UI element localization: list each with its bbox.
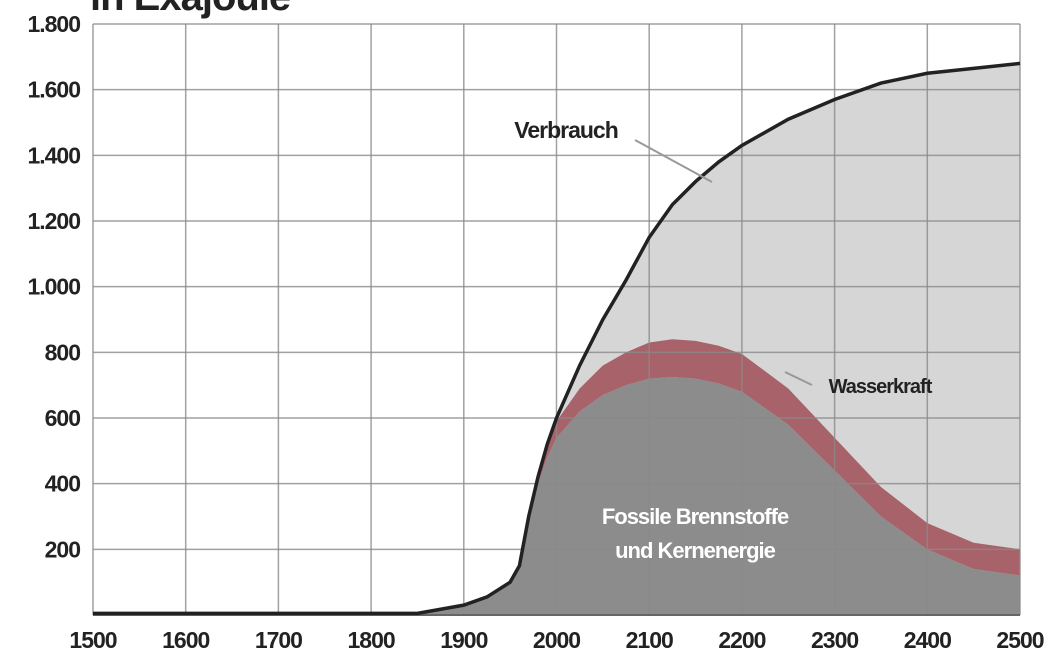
leader-line [634, 139, 713, 183]
y-tick-label: 1.000 [27, 274, 80, 300]
series-label: Verbrauch [514, 117, 618, 143]
hydro-area [93, 339, 1020, 614]
x-tick-label: 2000 [533, 627, 580, 653]
x-tick-label: 2400 [904, 627, 951, 653]
series-label: Wasserkraft [829, 376, 933, 398]
y-tick-label: 1.600 [27, 77, 80, 103]
leader-line [784, 371, 813, 386]
x-tick-label: 1700 [255, 627, 302, 653]
x-tick-label: 1800 [348, 627, 395, 653]
x-tick-label: 1500 [69, 627, 116, 653]
x-tick-label: 1600 [162, 627, 209, 653]
x-tick-label: 2500 [996, 627, 1043, 653]
y-tick-label: 600 [45, 405, 81, 431]
y-tick-label: 800 [45, 339, 81, 365]
x-tick-label: 2200 [718, 627, 765, 653]
series-label: Fossile Brennstoffe und Kernenergie [601, 504, 789, 563]
consumption-line [93, 61, 1021, 616]
y-tick-label: 1.200 [27, 208, 80, 234]
chart-title: in Exajoule [90, 0, 290, 19]
y-tick-label: 1.400 [27, 142, 80, 168]
y-tick-label: 1.800 [27, 11, 80, 37]
y-tick-label: 400 [45, 471, 81, 497]
x-tick-label: 1900 [440, 627, 487, 653]
y-tick-label: 200 [45, 536, 81, 562]
x-tick-label: 2300 [811, 627, 858, 653]
x-tick-label: 2100 [626, 627, 673, 653]
